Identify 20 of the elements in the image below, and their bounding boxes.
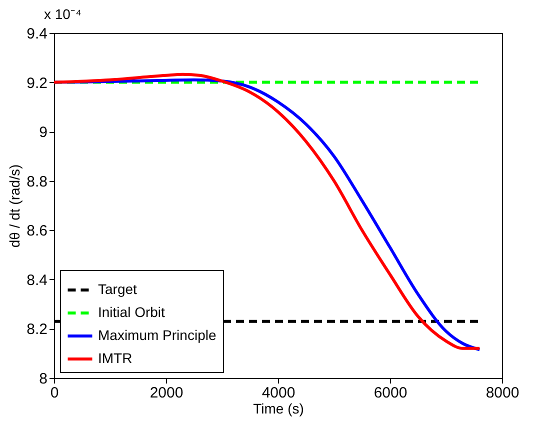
legend-label: Target [98,281,138,297]
y-tick-label: 9.2 [26,74,48,92]
y-axis-title: dθ / dt (rad/s) [6,164,23,248]
legend-label: Initial Orbit [98,304,166,320]
y-tick-label: 8.6 [26,222,48,240]
x-tick-label: 6000 [374,384,408,402]
y-tick-label: 8.2 [26,321,48,338]
text: x 10⁻⁴ [44,6,82,22]
x-tick-label: 2000 [150,384,184,402]
x-axis-title: Time (s) [253,400,304,416]
y-tick-label: 8 [39,370,48,388]
y-tick-label: 9 [39,124,48,142]
x-tick-label: 8000 [486,384,520,402]
y-tick-label: 9.4 [26,26,48,42]
y-tick-label: 8.8 [26,173,48,190]
legend-label: Maximum Principle [98,327,216,343]
x-tick-label: 4000 [262,384,296,402]
legend-label: IMTR [98,350,132,366]
x-tick-label: 0 [50,384,59,402]
y-tick-label: 8.4 [26,272,48,289]
